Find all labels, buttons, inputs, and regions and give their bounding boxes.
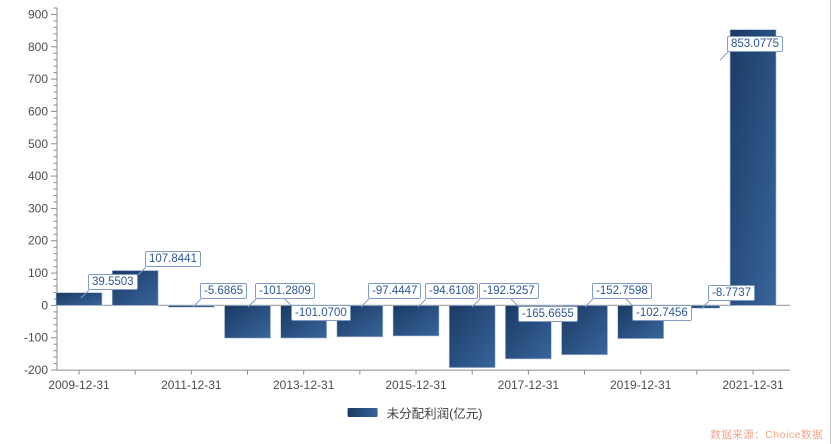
callout-leader-line	[700, 300, 710, 310]
bar-2011-12-31[interactable]	[168, 305, 215, 308]
bar-2019-12-31[interactable]	[617, 305, 665, 339]
y-axis-tick-label: 900	[28, 7, 48, 21]
bar-2017-12-31[interactable]	[505, 305, 552, 360]
callout-leader-line	[417, 298, 427, 308]
y-axis-tick-label: 100	[28, 266, 48, 280]
x-axis-tick-label: 2009-12-31	[48, 378, 110, 392]
y-axis-tick-label: 200	[28, 234, 48, 248]
callout-leader-line	[247, 298, 257, 308]
bar-2016-12-31[interactable]	[448, 305, 496, 368]
callout-leader-line	[80, 289, 90, 299]
y-axis-tick-label: 400	[28, 169, 48, 183]
callout-leader-line	[192, 298, 202, 308]
y-axis-tick-label: 500	[28, 137, 48, 151]
legend-swatch-icon	[347, 408, 378, 417]
callout-leader-line	[584, 298, 594, 308]
bar-2020-12-31[interactable]	[673, 305, 721, 309]
callout-leader-line	[471, 298, 481, 308]
y-axis-tick-label: 700	[28, 72, 48, 86]
y-axis-tick-label: 600	[28, 104, 48, 118]
callout-leader-line	[137, 266, 147, 276]
y-axis-tick-label: 800	[28, 40, 48, 54]
data-source-watermark: 数据来源：Choice数据	[710, 429, 823, 441]
bar-2015-12-31[interactable]	[392, 305, 440, 337]
y-axis-tick-label: 0	[41, 298, 48, 312]
callout-leader-line	[719, 51, 729, 61]
y-axis-tick-label: -100	[24, 331, 48, 345]
bar-2021-12-31[interactable]	[729, 29, 777, 306]
y-axis-tick-label: 300	[28, 201, 48, 215]
callout-leader-line	[360, 298, 370, 308]
x-axis-tick-label: 2015-12-31	[385, 378, 447, 392]
legend-item-undistributed-profit[interactable]: 未分配利润(亿元)	[347, 403, 483, 422]
x-axis-tick-label: 2021-12-31	[722, 378, 784, 392]
callout-leader-line	[624, 297, 634, 307]
callout-leader-line	[283, 297, 293, 307]
bar-2009-12-31[interactable]	[55, 292, 103, 306]
bar-2012-12-31[interactable]	[224, 305, 271, 339]
bar-2010-12-31[interactable]	[111, 270, 159, 306]
y-axis-tick-label: -200	[24, 363, 48, 377]
x-axis-tick-label: 2013-12-31	[273, 378, 335, 392]
x-axis-tick-label: 2017-12-31	[498, 378, 560, 392]
legend-label: 未分配利润(亿元)	[386, 407, 483, 421]
x-axis-tick-label: 2011-12-31	[161, 378, 222, 392]
callout-leader-line	[510, 298, 520, 308]
bar-2018-12-31[interactable]	[561, 305, 608, 356]
x-axis-tick-label: 2019-12-31	[610, 378, 672, 392]
bar-2013-12-31[interactable]	[280, 305, 327, 339]
bar-2014-12-31[interactable]	[336, 305, 384, 338]
